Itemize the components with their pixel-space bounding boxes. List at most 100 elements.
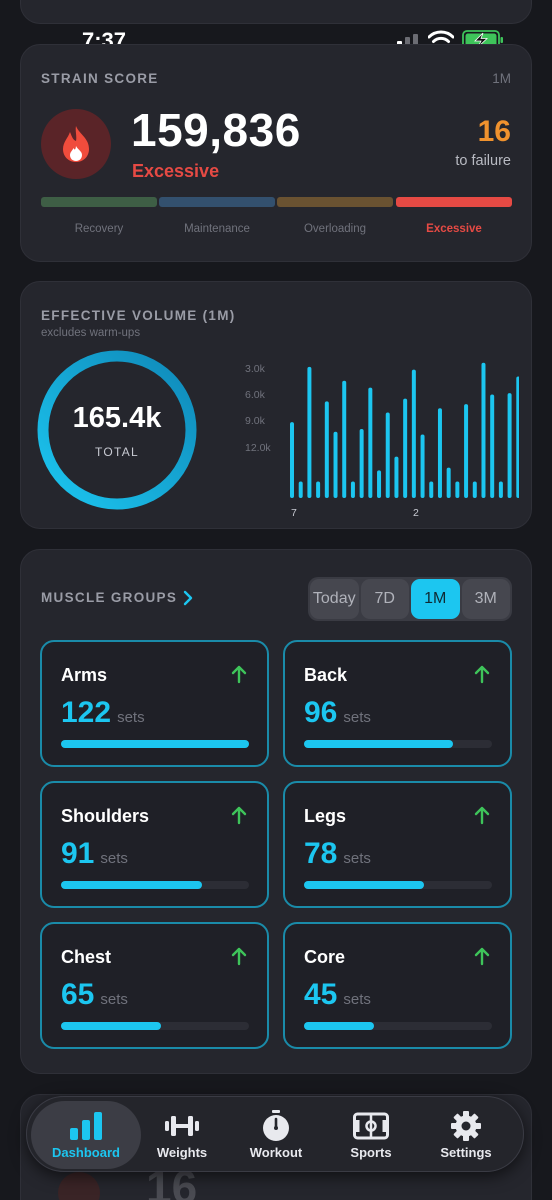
volume-bar xyxy=(359,429,364,498)
arrow-up-icon xyxy=(231,665,247,684)
volume-bar xyxy=(429,481,434,498)
muscle-name: Legs xyxy=(304,806,347,826)
tab-weights[interactable]: Weights xyxy=(127,1101,237,1169)
sets-unit: sets xyxy=(343,850,371,867)
tab-settings[interactable]: Settings xyxy=(411,1101,521,1169)
sets-unit: sets xyxy=(343,991,371,1008)
muscle-progress-fill xyxy=(61,881,202,889)
y-tick-label: 12.0k xyxy=(245,442,271,454)
muscle-sets-count: 91 sets xyxy=(61,837,128,870)
volume-bar xyxy=(472,481,477,498)
volume-bar xyxy=(403,398,408,498)
reps-to-failure-label: to failure xyxy=(455,153,511,169)
stopwatch-icon xyxy=(263,1110,289,1141)
strain-score-card[interactable]: STRAIN SCORE 1M 159,836 Excessive 16 to … xyxy=(20,44,532,262)
muscle-progress-fill xyxy=(61,740,249,748)
muscle-progress-track xyxy=(304,1022,492,1030)
tab-today[interactable]: Today xyxy=(310,579,359,619)
volume-bar xyxy=(394,456,399,498)
muscle-tile-chest[interactable]: Chest 65 sets xyxy=(40,922,269,1049)
effective-volume-card[interactable]: EFFECTIVE VOLUME (1M) excludes warm-ups … xyxy=(20,281,532,529)
strain-segment-label-active: Excessive xyxy=(426,223,482,235)
dumbbell-icon xyxy=(165,1116,199,1136)
muscle-progress-fill xyxy=(304,1022,374,1030)
muscle-progress-fill xyxy=(304,881,425,889)
volume-bar xyxy=(316,481,321,498)
muscle-sets-count: 78 sets xyxy=(304,837,371,870)
sets-unit: sets xyxy=(100,991,128,1008)
muscle-tile-shoulders[interactable]: Shoulders 91 sets xyxy=(40,781,269,908)
arrow-up-icon xyxy=(231,947,247,966)
volume-total-value: 165.4k xyxy=(72,402,162,434)
sets-unit: sets xyxy=(117,709,145,726)
volume-bar xyxy=(446,467,451,498)
tab-1m[interactable]: 1M xyxy=(411,579,460,619)
muscle-tile-legs[interactable]: Legs 78 sets xyxy=(283,781,512,908)
flame-icon xyxy=(41,109,111,179)
muscle-groups-title[interactable]: MUSCLE GROUPS xyxy=(41,590,178,605)
muscle-sets-count: 96 sets xyxy=(304,696,371,729)
sets-unit: sets xyxy=(100,850,128,867)
y-tick-label: 6.0k xyxy=(245,389,266,401)
y-tick-label: 9.0k xyxy=(245,415,266,427)
muscle-sets-count: 45 sets xyxy=(304,978,371,1011)
volume-bar xyxy=(507,393,512,498)
strain-segment-label: Maintenance xyxy=(184,223,250,235)
x-tick-label: 2 xyxy=(413,507,419,518)
strain-segment-maintenance xyxy=(159,197,275,207)
volume-bar xyxy=(481,362,486,498)
arrow-up-icon xyxy=(474,806,490,825)
tab-sports[interactable]: Sports xyxy=(316,1101,426,1169)
volume-bar xyxy=(298,481,303,498)
muscle-sets-count: 122 sets xyxy=(61,696,145,729)
volume-bar xyxy=(350,481,355,498)
muscle-name: Shoulders xyxy=(61,806,150,826)
muscle-sets-count: 65 sets xyxy=(61,978,128,1011)
tab-label: Sports xyxy=(350,1145,392,1160)
strain-status: Excessive xyxy=(132,161,220,181)
strain-segment-label: Overloading xyxy=(303,223,366,235)
range-selector: Today 7D 1M 3M xyxy=(308,577,512,621)
muscle-progress-track xyxy=(304,881,492,889)
muscle-name: Back xyxy=(304,665,348,685)
volume-bar xyxy=(307,366,312,498)
muscle-tile-back[interactable]: Back 96 sets xyxy=(283,640,512,767)
effective-volume-subtitle: excludes warm-ups xyxy=(41,327,141,339)
volume-bar xyxy=(333,431,338,498)
volume-bar xyxy=(464,404,469,498)
muscle-tile-core[interactable]: Core 45 sets xyxy=(283,922,512,1049)
volume-bar xyxy=(385,412,390,498)
bar-chart-icon xyxy=(70,1112,102,1140)
muscle-groups-card: MUSCLE GROUPS Today 7D 1M 3M Arms 122 set… xyxy=(20,549,532,1074)
muscle-tile-arms[interactable]: Arms 122 sets xyxy=(40,640,269,767)
chevron-right-icon[interactable] xyxy=(182,589,194,607)
tab-workout[interactable]: Workout xyxy=(221,1101,331,1169)
tab-3m[interactable]: 3M xyxy=(461,579,510,619)
muscle-progress-track xyxy=(61,740,249,748)
volume-bar xyxy=(411,369,416,498)
arrow-up-icon xyxy=(231,806,247,825)
strain-segment-label: Recovery xyxy=(74,223,124,235)
effective-volume-label: EFFECTIVE VOLUME (1M) xyxy=(41,308,236,323)
tab-dashboard[interactable]: Dashboard xyxy=(31,1101,141,1169)
muscle-name: Arms xyxy=(61,665,108,685)
strain-segment-excessive xyxy=(396,197,512,207)
volume-total-label: TOTAL xyxy=(94,445,140,459)
flame-icon xyxy=(58,1172,100,1200)
volume-bar xyxy=(437,408,442,498)
reps-to-failure-value: 16 xyxy=(477,115,511,148)
strain-segment-recovery xyxy=(41,197,157,207)
muscle-name: Chest xyxy=(61,947,112,967)
strain-segment-overloading xyxy=(277,197,393,207)
volume-bar xyxy=(290,422,294,498)
gear-icon xyxy=(451,1111,481,1141)
muscle-progress-fill xyxy=(304,740,453,748)
volume-bar xyxy=(455,481,460,498)
arrow-up-icon xyxy=(474,665,490,684)
tab-label: Weights xyxy=(156,1145,208,1160)
previous-card xyxy=(20,0,532,24)
tab-7d[interactable]: 7D xyxy=(360,579,409,619)
strain-period: 1M xyxy=(492,71,511,86)
strain-score-value: 159,836 xyxy=(131,104,301,156)
